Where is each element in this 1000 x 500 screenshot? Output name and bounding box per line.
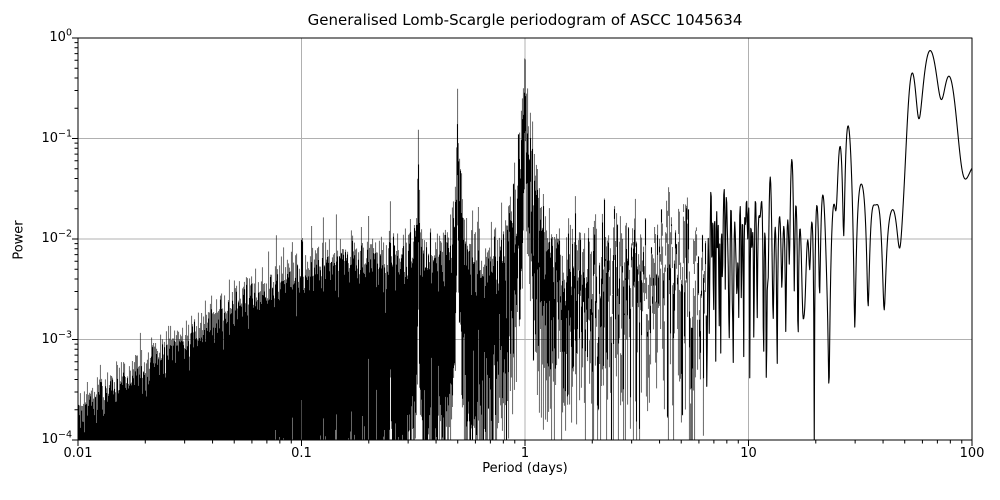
y-tick-label: 10−1 bbox=[41, 128, 72, 146]
y-axis-label: Power bbox=[11, 220, 27, 260]
x-tick-label: 1 bbox=[520, 446, 530, 461]
x-tick-label: 0.1 bbox=[291, 446, 312, 461]
x-tick-label: 0.01 bbox=[63, 446, 93, 461]
x-axis-label: Period (days) bbox=[482, 461, 568, 476]
y-tick-label: 10−3 bbox=[41, 329, 72, 347]
y-tick-label: 100 bbox=[49, 27, 72, 45]
x-tick-label: 100 bbox=[959, 446, 985, 461]
y-tick-label: 10−4 bbox=[41, 429, 72, 447]
y-tick-label: 10−2 bbox=[41, 228, 72, 246]
chart-title: Generalised Lomb-Scargle periodogram of … bbox=[307, 11, 743, 29]
x-tick-label: 10 bbox=[740, 446, 757, 461]
